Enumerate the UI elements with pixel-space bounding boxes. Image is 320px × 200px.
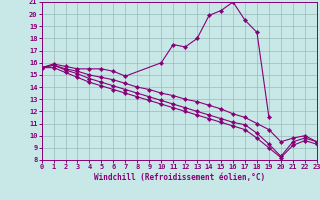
X-axis label: Windchill (Refroidissement éolien,°C): Windchill (Refroidissement éolien,°C) (94, 173, 265, 182)
